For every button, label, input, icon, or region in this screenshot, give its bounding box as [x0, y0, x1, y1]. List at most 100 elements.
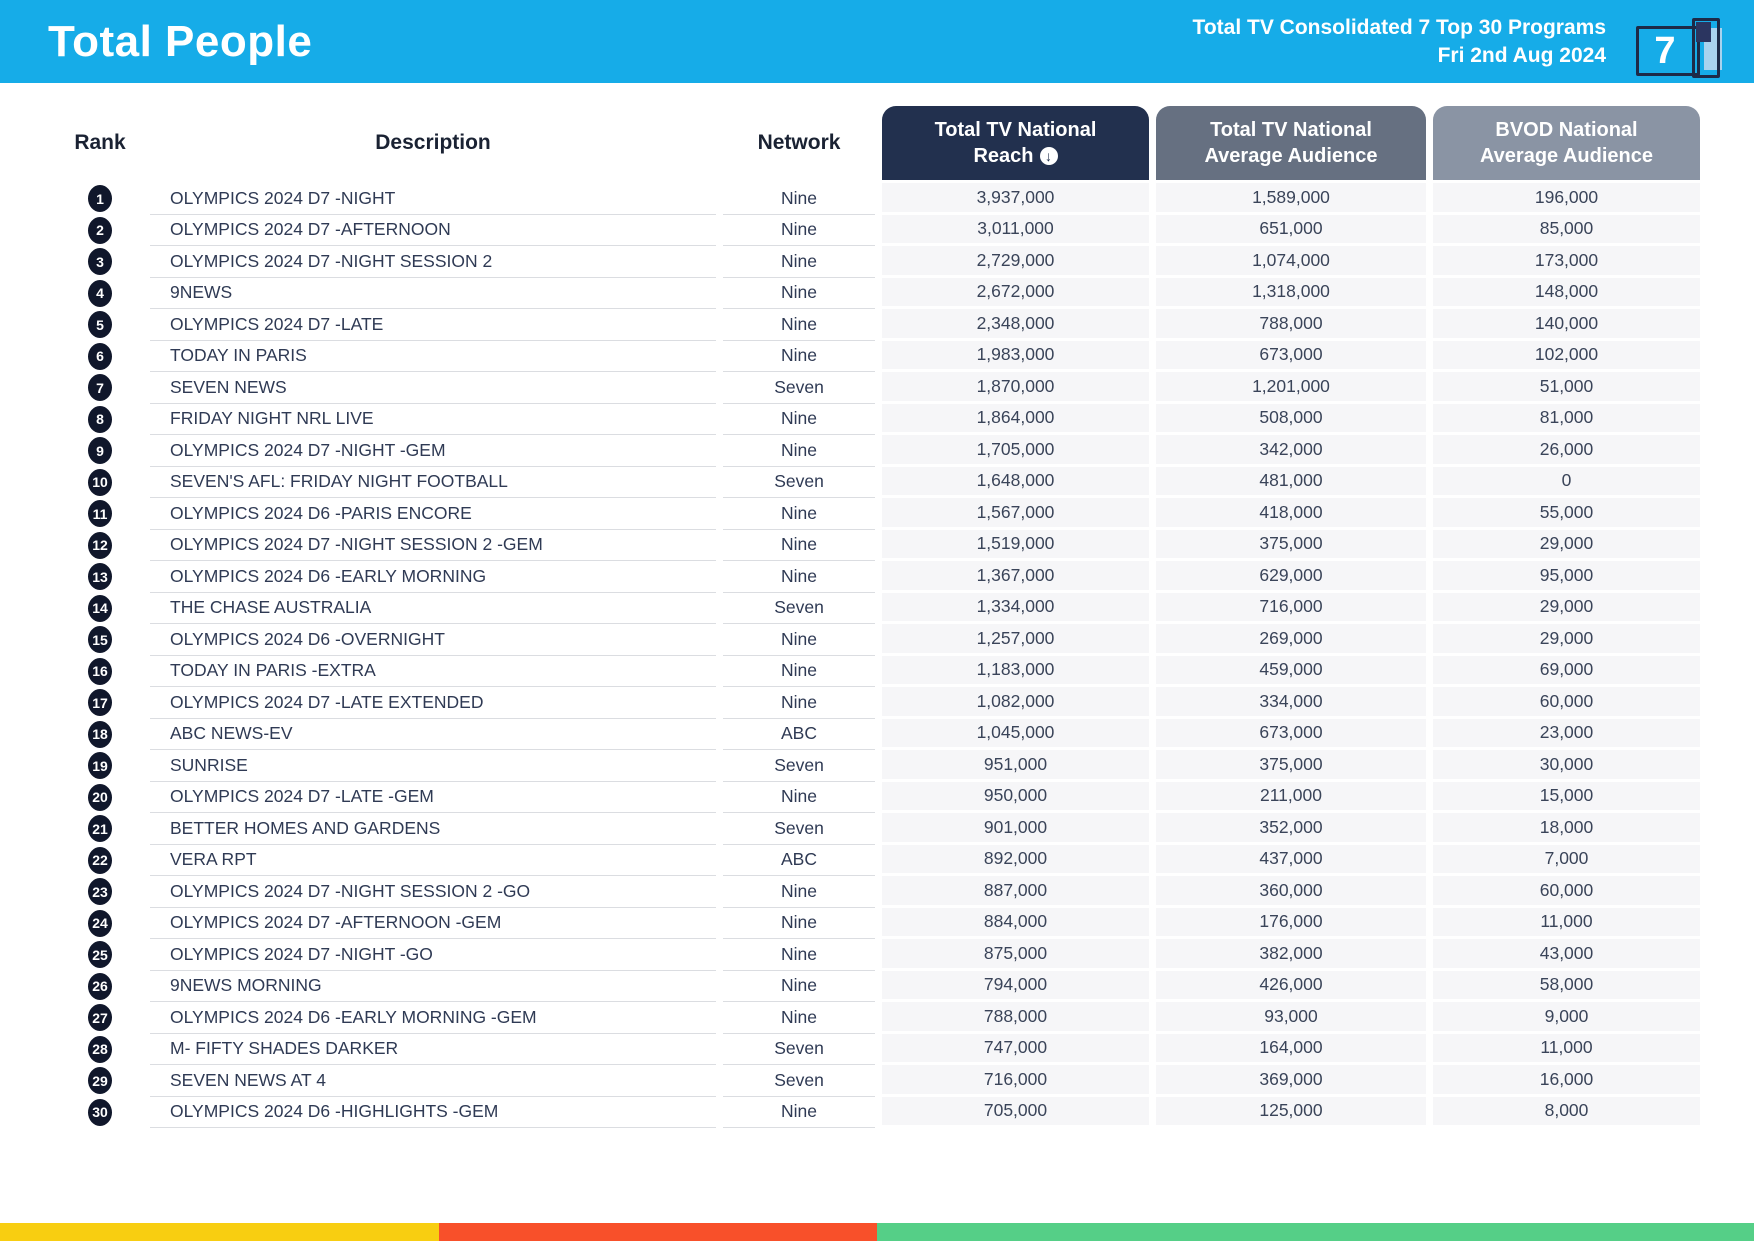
bvod-audience-value-cell: 29,000 [1433, 624, 1700, 656]
rank-cell: 29 [57, 1065, 143, 1097]
rank-cell: 11 [57, 498, 143, 530]
rank-cell: 2 [57, 215, 143, 247]
table-row: 22 VERA RPT ABC 892,000 437,000 7,000 [57, 844, 1700, 876]
bvod-audience-value-cell: 26,000 [1433, 435, 1700, 467]
rank-cell: 27 [57, 1002, 143, 1034]
avg-audience-value-cell: 93,000 [1156, 1002, 1426, 1034]
description-cell: SUNRISE [150, 750, 716, 782]
rank-cell: 30 [57, 1097, 143, 1129]
network-cell: Nine [723, 309, 875, 341]
avg-header-line2: Average Audience [1204, 145, 1378, 167]
bvod-audience-value-cell: 8,000 [1433, 1096, 1700, 1128]
rank-cell: 26 [57, 971, 143, 1003]
description-cell: OLYMPICS 2024 D7 -AFTERNOON [150, 215, 716, 246]
column-header-total-tv-avg-audience[interactable]: Total TV National Average Audience [1156, 106, 1426, 180]
avg-audience-value-cell: 673,000 [1156, 718, 1426, 750]
table-row: 26 9NEWS MORNING Nine 794,000 426,000 58… [57, 970, 1700, 1003]
avg-audience-value-cell: 788,000 [1156, 309, 1426, 341]
table-row: 15 OLYMPICS 2024 D6 -OVERNIGHT Nine 1,25… [57, 624, 1700, 656]
bvod-audience-value-cell: 85,000 [1433, 214, 1700, 246]
table-row: 21 BETTER HOMES AND GARDENS Seven 901,00… [57, 813, 1700, 845]
network-cell: Nine [723, 1097, 875, 1128]
rank-badge: 26 [88, 972, 112, 1000]
rank-cell: 3 [57, 246, 143, 278]
bvod-audience-value-cell: 23,000 [1433, 718, 1700, 750]
table-row: 19 SUNRISE Seven 951,000 375,000 30,000 [57, 750, 1700, 782]
description-cell: OLYMPICS 2024 D6 -EARLY MORNING [150, 561, 716, 593]
column-header-total-tv-reach[interactable]: Total TV National Reach ↓ [882, 106, 1149, 180]
table-body: 1 OLYMPICS 2024 D7 -NIGHT Nine 3,937,000… [57, 183, 1700, 1128]
rank-cell: 4 [57, 278, 143, 310]
avg-audience-value-cell: 437,000 [1156, 844, 1426, 876]
network-cell: Seven [723, 593, 875, 624]
reach-value-cell: 887,000 [882, 876, 1149, 908]
description-cell: OLYMPICS 2024 D6 -EARLY MORNING -GEM [150, 1002, 716, 1034]
seven-total-tv-logo: 7 [1628, 6, 1740, 78]
rank-badge: 1 [88, 185, 112, 213]
bvod-audience-value-cell: 11,000 [1433, 1033, 1700, 1065]
description-cell: OLYMPICS 2024 D7 -NIGHT SESSION 2 -GO [150, 876, 716, 908]
report-subtitle-line2: Fri 2nd Aug 2024 [1437, 43, 1606, 67]
table-row: 24 OLYMPICS 2024 D7 -AFTERNOON -GEM Nine… [57, 907, 1700, 939]
description-cell: SEVEN NEWS AT 4 [150, 1065, 716, 1097]
reach-value-cell: 1,367,000 [882, 561, 1149, 593]
reach-value-cell: 951,000 [882, 750, 1149, 782]
footer-color-bar [0, 1223, 1754, 1241]
avg-audience-value-cell: 426,000 [1156, 970, 1426, 1002]
reach-value-cell: 1,519,000 [882, 529, 1149, 561]
avg-audience-value-cell: 459,000 [1156, 655, 1426, 687]
table-row: 3 OLYMPICS 2024 D7 -NIGHT SESSION 2 Nine… [57, 246, 1700, 278]
reach-value-cell: 1,567,000 [882, 498, 1149, 530]
network-cell: Nine [723, 624, 875, 656]
avg-audience-value-cell: 1,318,000 [1156, 277, 1426, 309]
network-cell: Nine [723, 278, 875, 309]
bvod-audience-value-cell: 43,000 [1433, 939, 1700, 971]
bvod-audience-value-cell: 29,000 [1433, 529, 1700, 561]
sort-descending-icon[interactable]: ↓ [1039, 147, 1058, 165]
rank-cell: 16 [57, 656, 143, 688]
rank-cell: 10 [57, 467, 143, 499]
description-cell: OLYMPICS 2024 D6 -PARIS ENCORE [150, 498, 716, 530]
network-cell: Seven [723, 1065, 875, 1097]
rank-cell: 20 [57, 782, 143, 814]
table-row: 12 OLYMPICS 2024 D7 -NIGHT SESSION 2 -GE… [57, 529, 1700, 562]
network-cell: ABC [723, 719, 875, 750]
reach-value-cell: 1,082,000 [882, 687, 1149, 719]
description-cell: TODAY IN PARIS -EXTRA [150, 656, 716, 687]
report-subtitle-line1: Total TV Consolidated 7 Top 30 Programs [1192, 15, 1606, 39]
rank-cell: 25 [57, 939, 143, 971]
rank-badge: 10 [88, 468, 112, 496]
network-cell: Nine [723, 435, 875, 467]
avg-audience-value-cell: 269,000 [1156, 624, 1426, 656]
bvod-audience-value-cell: 81,000 [1433, 403, 1700, 435]
reach-value-cell: 892,000 [882, 844, 1149, 876]
topbar-right: Total TV Consolidated 7 Top 30 Programs … [1193, 6, 1740, 78]
network-cell: Nine [723, 971, 875, 1002]
bvod-audience-value-cell: 196,000 [1433, 183, 1700, 215]
table-row: 7 SEVEN NEWS Seven 1,870,000 1,201,000 5… [57, 372, 1700, 404]
description-cell: OLYMPICS 2024 D7 -NIGHT SESSION 2 -GEM [150, 530, 716, 561]
reach-value-cell: 2,729,000 [882, 246, 1149, 278]
reach-value-cell: 1,983,000 [882, 340, 1149, 372]
avg-audience-value-cell: 164,000 [1156, 1033, 1426, 1065]
description-cell: SEVEN'S AFL: FRIDAY NIGHT FOOTBALL [150, 467, 716, 498]
reach-value-cell: 747,000 [882, 1033, 1149, 1065]
network-cell: Nine [723, 687, 875, 719]
rank-cell: 12 [57, 530, 143, 562]
bvod-header-line1: BVOD National [1495, 119, 1638, 141]
description-cell: TODAY IN PARIS [150, 341, 716, 372]
description-cell: SEVEN NEWS [150, 372, 716, 404]
phone-outline-icon [1692, 17, 1720, 78]
description-cell: OLYMPICS 2024 D7 -NIGHT SESSION 2 [150, 246, 716, 278]
table-row: 18 ABC NEWS-EV ABC 1,045,000 673,000 23,… [57, 718, 1700, 750]
table-row: 11 OLYMPICS 2024 D6 -PARIS ENCORE Nine 1… [57, 498, 1700, 530]
avg-audience-value-cell: 125,000 [1156, 1096, 1426, 1128]
rank-badge: 3 [88, 248, 112, 276]
rank-badge: 23 [88, 878, 112, 906]
bvod-audience-value-cell: 9,000 [1433, 1002, 1700, 1034]
bvod-audience-value-cell: 148,000 [1433, 277, 1700, 309]
network-cell: Nine [723, 876, 875, 908]
column-header-bvod-avg-audience[interactable]: BVOD National Average Audience [1433, 106, 1700, 180]
description-cell: OLYMPICS 2024 D7 -NIGHT -GO [150, 939, 716, 971]
